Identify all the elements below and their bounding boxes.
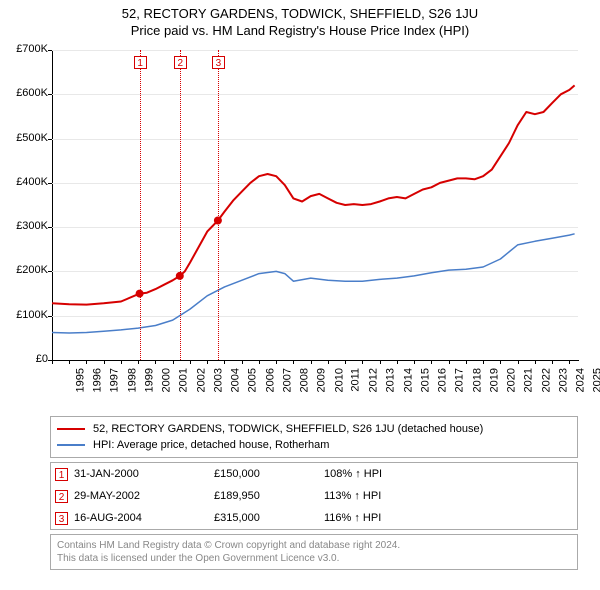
marker-vline	[180, 50, 181, 360]
legend-label: HPI: Average price, detached house, Roth…	[93, 439, 329, 451]
legend-swatch	[57, 428, 85, 430]
marker-box: 2	[174, 56, 187, 69]
marker-vline	[140, 50, 141, 360]
transaction-price: £150,000	[214, 468, 324, 480]
transaction-row: 3 16-AUG-2004£315,000116% ↑ HPI	[51, 507, 577, 529]
series-hpi	[52, 234, 575, 333]
transaction-date: 29-MAY-2002	[74, 490, 214, 502]
transaction-pct: 108% ↑ HPI	[324, 468, 577, 480]
marker-box: 1	[134, 56, 147, 69]
transaction-date: 31-JAN-2000	[74, 468, 214, 480]
chart-area: £0£100K£200K£300K£400K£500K£600K£700K199…	[0, 40, 600, 410]
transaction-date: 16-AUG-2004	[74, 512, 214, 524]
series-property	[52, 85, 575, 304]
transaction-pct: 113% ↑ HPI	[324, 490, 577, 502]
transaction-pct: 116% ↑ HPI	[324, 512, 577, 524]
transactions-table: 1 31-JAN-2000£150,000108% ↑ HPI 2 29-MAY-20…	[50, 462, 578, 530]
transaction-price: £315,000	[214, 512, 324, 524]
marker-vline	[218, 50, 219, 360]
chart-svg	[0, 40, 600, 410]
footer-line2: This data is licensed under the Open Gov…	[57, 552, 571, 565]
transaction-marker-box: 3	[55, 512, 68, 525]
transaction-row: 2 29-MAY-2002£189,950113% ↑ HPI	[51, 485, 577, 507]
legend-row: 52, RECTORY GARDENS, TODWICK, SHEFFIELD,…	[57, 421, 571, 437]
chart-title-main: 52, RECTORY GARDENS, TODWICK, SHEFFIELD,…	[0, 6, 600, 21]
transaction-marker-box: 2	[55, 490, 68, 503]
legend-box: 52, RECTORY GARDENS, TODWICK, SHEFFIELD,…	[50, 416, 578, 458]
chart-titles: 52, RECTORY GARDENS, TODWICK, SHEFFIELD,…	[0, 0, 600, 40]
legend-swatch	[57, 444, 85, 446]
transaction-marker-box: 1	[55, 468, 68, 481]
transaction-row: 1 31-JAN-2000£150,000108% ↑ HPI	[51, 463, 577, 485]
footer-box: Contains HM Land Registry data © Crown c…	[50, 534, 578, 570]
footer-line1: Contains HM Land Registry data © Crown c…	[57, 539, 571, 552]
legend-label: 52, RECTORY GARDENS, TODWICK, SHEFFIELD,…	[93, 423, 483, 435]
legend-row: HPI: Average price, detached house, Roth…	[57, 437, 571, 453]
chart-title-sub: Price paid vs. HM Land Registry's House …	[0, 23, 600, 38]
page-container: 52, RECTORY GARDENS, TODWICK, SHEFFIELD,…	[0, 0, 600, 570]
transaction-price: £189,950	[214, 490, 324, 502]
marker-box: 3	[212, 56, 225, 69]
